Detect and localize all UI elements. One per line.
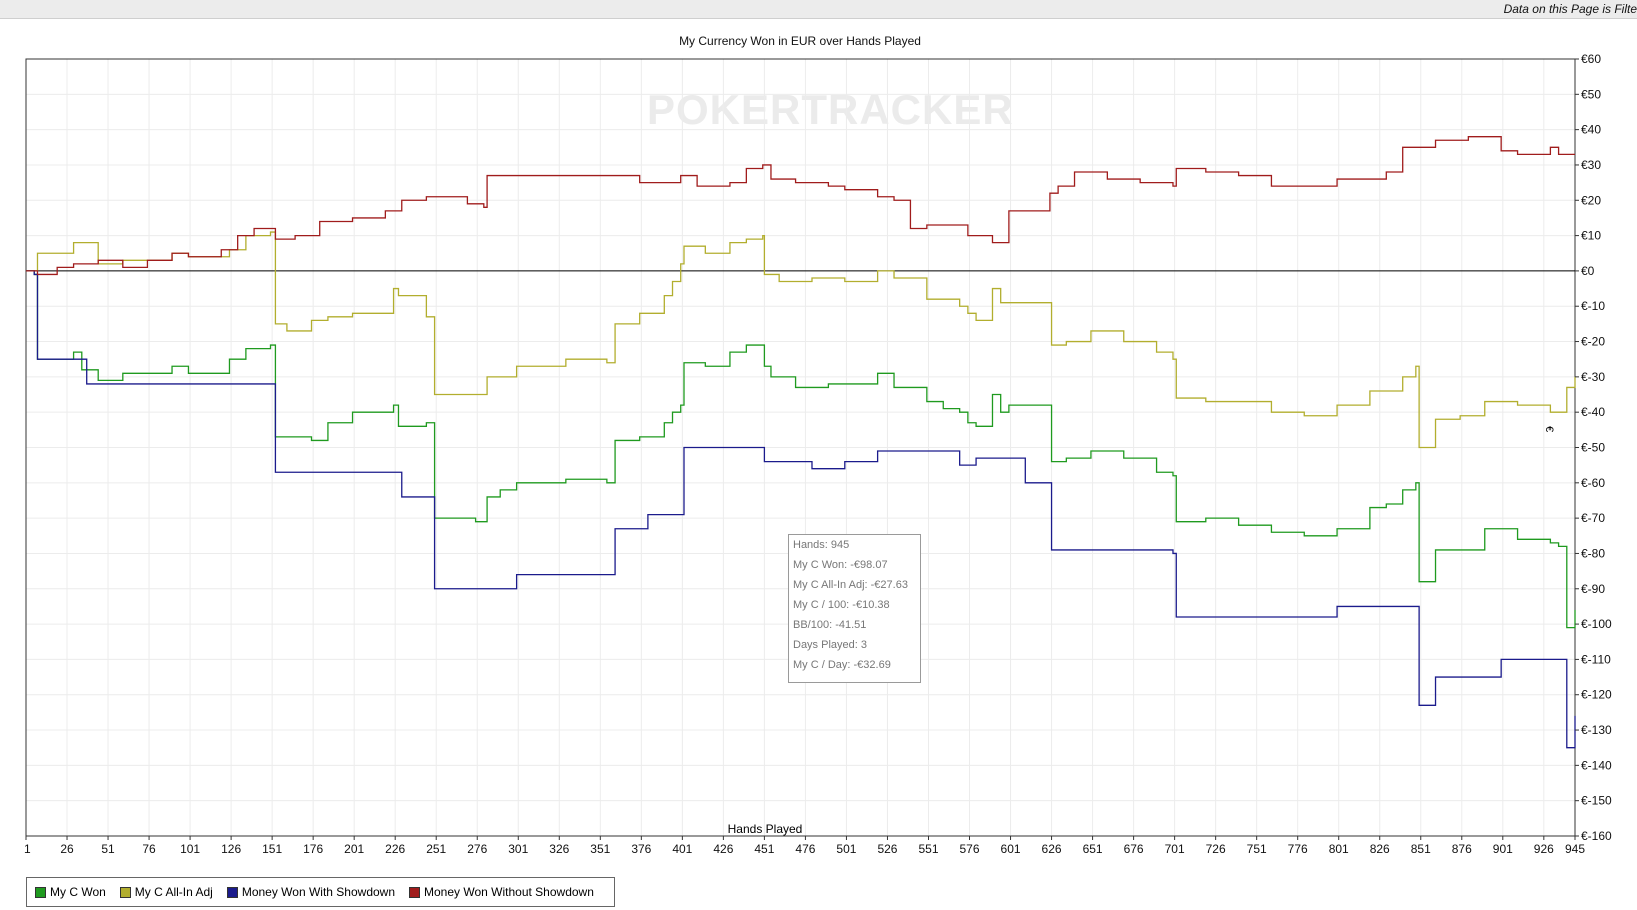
x-tick-label: 426 xyxy=(713,842,733,856)
x-tick-label: 201 xyxy=(344,842,364,856)
grid-lines xyxy=(25,58,1576,837)
series-line-my-c-all-in-adj xyxy=(26,231,1576,449)
x-tick-label: 251 xyxy=(426,842,446,856)
series-line-my-c-won xyxy=(26,270,1576,629)
x-tick-label: 901 xyxy=(1493,842,1513,856)
x-tick-label: 326 xyxy=(549,842,569,856)
legend-item-my-c-won[interactable]: My C Won xyxy=(35,885,106,899)
x-tick-label: 526 xyxy=(877,842,897,856)
x-tick-label: 226 xyxy=(385,842,405,856)
y-tick-label: €0 xyxy=(1581,264,1595,278)
x-tick-label: 751 xyxy=(1247,842,1267,856)
legend-swatch xyxy=(119,886,131,898)
series-line-money-won-with-showdown xyxy=(26,270,1576,749)
x-axis-ticks: 1 26 51 76 101 126 151 176 201 226 251 276 301 326 351… xyxy=(24,836,1585,856)
x-tick-label: 926 xyxy=(1534,842,1554,856)
legend-label: Money Won With Showdown xyxy=(241,885,396,899)
tooltip-allin: My C All-In Adj: -€27.63 xyxy=(793,579,908,591)
y-axis-label: € xyxy=(1543,425,1556,433)
legend-swatch xyxy=(409,886,421,898)
x-tick-label: 576 xyxy=(959,842,979,856)
y-tick-label: €-20 xyxy=(1581,335,1605,349)
tooltip-perday: My C / Day: -€32.69 xyxy=(793,659,891,671)
y-tick-label: €-120 xyxy=(1581,688,1612,702)
x-tick-label: 151 xyxy=(262,842,282,856)
tooltip-won: My C Won: -€98.07 xyxy=(793,559,888,571)
chart-title: My Currency Won in EUR over Hands Played xyxy=(679,34,921,48)
series-line-money-won-without-showdown xyxy=(26,136,1575,276)
legend-label: Money Won Without Showdown xyxy=(424,885,594,899)
x-tick-label: 351 xyxy=(590,842,610,856)
y-tick-label: €-40 xyxy=(1581,405,1605,419)
x-tick-label: 676 xyxy=(1124,842,1144,856)
y-tick-label: €60 xyxy=(1581,52,1601,66)
y-tick-label: €-160 xyxy=(1581,829,1612,843)
x-tick-label: 551 xyxy=(918,842,938,856)
x-tick-label: 126 xyxy=(221,842,241,856)
x-tick-label: 651 xyxy=(1083,842,1103,856)
y-tick-label: €-10 xyxy=(1581,299,1605,313)
y-tick-label: €-90 xyxy=(1581,582,1605,596)
tooltip-bb100: BB/100: -41.51 xyxy=(793,619,867,631)
tooltip-hands: Hands: 945 xyxy=(793,539,850,551)
y-tick-label: €10 xyxy=(1581,229,1601,243)
y-tick-label: €30 xyxy=(1581,158,1601,172)
top-info-bar: Data on this Page is Filte xyxy=(0,0,1637,19)
x-tick-label: 101 xyxy=(180,842,200,856)
x-tick-label: 26 xyxy=(60,842,74,856)
chart-legend: My C Won My C All-In Adj Money Won With … xyxy=(26,877,615,907)
y-tick-label: €50 xyxy=(1581,87,1601,101)
x-tick-label: 851 xyxy=(1411,842,1431,856)
x-tick-label: 626 xyxy=(1042,842,1062,856)
y-axis-ticks: €60 €50 €40 €30 €20 €10 €0 €-10 €-20 €-30 €-40 €-50… xyxy=(1575,52,1612,843)
x-tick-label: 276 xyxy=(467,842,487,856)
y-tick-label: €-140 xyxy=(1581,758,1612,772)
x-tick-label: 401 xyxy=(672,842,692,856)
legend-item-with-showdown[interactable]: Money Won With Showdown xyxy=(226,885,396,899)
x-tick-label: 76 xyxy=(142,842,156,856)
x-tick-label: 801 xyxy=(1329,842,1349,856)
x-tick-label: 726 xyxy=(1206,842,1226,856)
x-tick-label: 776 xyxy=(1288,842,1308,856)
legend-swatch xyxy=(35,886,46,898)
y-tick-label: €-80 xyxy=(1581,546,1605,560)
x-axis-label: Hands Played xyxy=(727,822,803,836)
y-tick-label: €-150 xyxy=(1581,794,1612,808)
x-tick-label: 176 xyxy=(303,842,323,856)
y-tick-label: €-50 xyxy=(1581,441,1605,455)
x-tick-label: 476 xyxy=(795,842,815,856)
legend-item-without-showdown[interactable]: Money Won Without Showdown xyxy=(409,885,594,899)
hover-tooltip: Hands: 945 My C Won: -€98.07 My C All-In… xyxy=(788,534,921,683)
x-tick-label: 501 xyxy=(836,842,856,856)
x-tick-label: 1 xyxy=(24,842,31,856)
legend-item-my-c-all-in-adj[interactable]: My C All-In Adj xyxy=(119,885,213,899)
y-tick-label: €-60 xyxy=(1581,476,1605,490)
x-tick-label: 376 xyxy=(631,842,651,856)
x-tick-label: 301 xyxy=(508,842,528,856)
y-tick-label: €20 xyxy=(1581,193,1601,207)
legend-swatch xyxy=(226,886,238,898)
filter-notice: Data on this Page is Filte xyxy=(1503,2,1637,16)
x-tick-label: 876 xyxy=(1452,842,1472,856)
tooltip-days: Days Played: 3 xyxy=(793,639,867,651)
y-tick-label: €-130 xyxy=(1581,723,1612,737)
y-tick-label: €-110 xyxy=(1581,652,1611,666)
tooltip-per100: My C / 100: -€10.38 xyxy=(793,599,890,611)
y-tick-label: €-100 xyxy=(1581,617,1612,631)
x-tick-label: 701 xyxy=(1165,842,1185,856)
legend-label: My C All-In Adj xyxy=(134,885,213,899)
x-tick-label: 945 xyxy=(1565,842,1585,856)
y-tick-label: €-30 xyxy=(1581,370,1605,384)
series-layer xyxy=(26,136,1576,749)
x-tick-label: 601 xyxy=(1001,842,1021,856)
x-tick-label: 451 xyxy=(754,842,774,856)
y-tick-label: €40 xyxy=(1581,123,1601,137)
y-tick-label: €-70 xyxy=(1581,511,1605,525)
legend-label: My C Won xyxy=(50,885,106,899)
x-tick-label: 826 xyxy=(1370,842,1390,856)
x-tick-label: 51 xyxy=(101,842,115,856)
